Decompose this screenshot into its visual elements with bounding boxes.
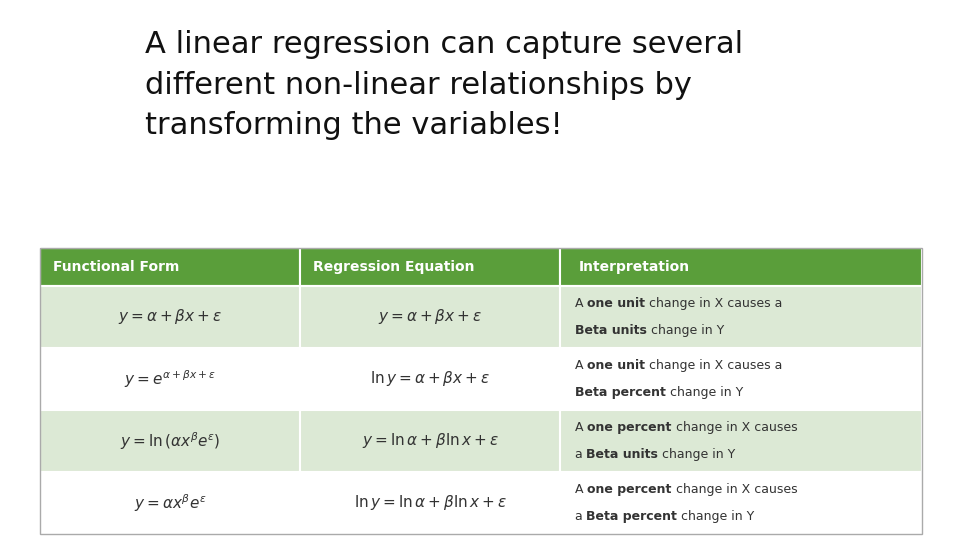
Text: A: A (575, 360, 588, 373)
Text: Regression Equation: Regression Equation (313, 260, 475, 274)
Text: $y = \alpha + \beta x + \varepsilon$: $y = \alpha + \beta x + \varepsilon$ (378, 307, 482, 327)
Text: $y = \alpha + \beta x + \varepsilon$: $y = \alpha + \beta x + \varepsilon$ (118, 307, 223, 327)
Text: Functional Form: Functional Form (54, 260, 180, 274)
Text: one percent: one percent (588, 422, 672, 435)
Text: change in X causes: change in X causes (672, 422, 797, 435)
Text: change in Y: change in Y (647, 323, 724, 336)
Text: change in Y: change in Y (678, 510, 755, 523)
Text: one unit: one unit (588, 360, 645, 373)
Bar (40, 248, 300, 286)
Bar (561, 248, 922, 286)
Text: A: A (575, 483, 588, 496)
Bar (40, 248, 922, 534)
Text: Beta units: Beta units (587, 448, 659, 461)
Text: Beta percent: Beta percent (575, 386, 665, 399)
Bar (300, 472, 561, 534)
Bar (300, 286, 561, 348)
Text: $y = \alpha x^{\beta} e^{\varepsilon}$: $y = \alpha x^{\beta} e^{\varepsilon}$ (134, 492, 206, 514)
Bar (40, 472, 300, 534)
Bar (40, 286, 300, 348)
Text: change in Y: change in Y (665, 386, 743, 399)
Text: $y = \ln\alpha + \beta\ln x + \varepsilon$: $y = \ln\alpha + \beta\ln x + \varepsilo… (362, 431, 498, 450)
Text: change in X causes: change in X causes (672, 483, 797, 496)
Bar (561, 410, 922, 472)
Text: a: a (575, 448, 587, 461)
Text: Beta percent: Beta percent (587, 510, 678, 523)
Text: $y = e^{\alpha+\beta x+\varepsilon}$: $y = e^{\alpha+\beta x+\varepsilon}$ (124, 368, 216, 390)
Bar (300, 348, 561, 410)
Text: $y = \ln\left(\alpha x^{\beta} e^{\varepsilon}\right)$: $y = \ln\left(\alpha x^{\beta} e^{\varep… (120, 430, 221, 452)
Text: one unit: one unit (588, 298, 645, 310)
Text: a: a (575, 510, 587, 523)
Text: change in X causes a: change in X causes a (645, 298, 782, 310)
Bar (561, 286, 922, 348)
Text: Interpretation: Interpretation (578, 260, 689, 274)
Bar (300, 410, 561, 472)
Bar (561, 348, 922, 410)
Bar (561, 472, 922, 534)
Text: A: A (575, 298, 588, 310)
Text: Beta units: Beta units (575, 323, 647, 336)
Bar (40, 410, 300, 472)
Text: one percent: one percent (588, 483, 672, 496)
Text: $\ln y = \alpha + \beta x + \varepsilon$: $\ln y = \alpha + \beta x + \varepsilon$ (371, 369, 491, 388)
Bar (300, 248, 561, 286)
Text: $\ln y = \ln\alpha + \beta\ln x + \varepsilon$: $\ln y = \ln\alpha + \beta\ln x + \varep… (354, 494, 507, 512)
Text: change in Y: change in Y (659, 448, 735, 461)
Text: A: A (575, 422, 588, 435)
Text: change in X causes a: change in X causes a (645, 360, 782, 373)
Text: A linear regression can capture several
different non-linear relationships by
tr: A linear regression can capture several … (145, 30, 743, 140)
Bar (40, 348, 300, 410)
